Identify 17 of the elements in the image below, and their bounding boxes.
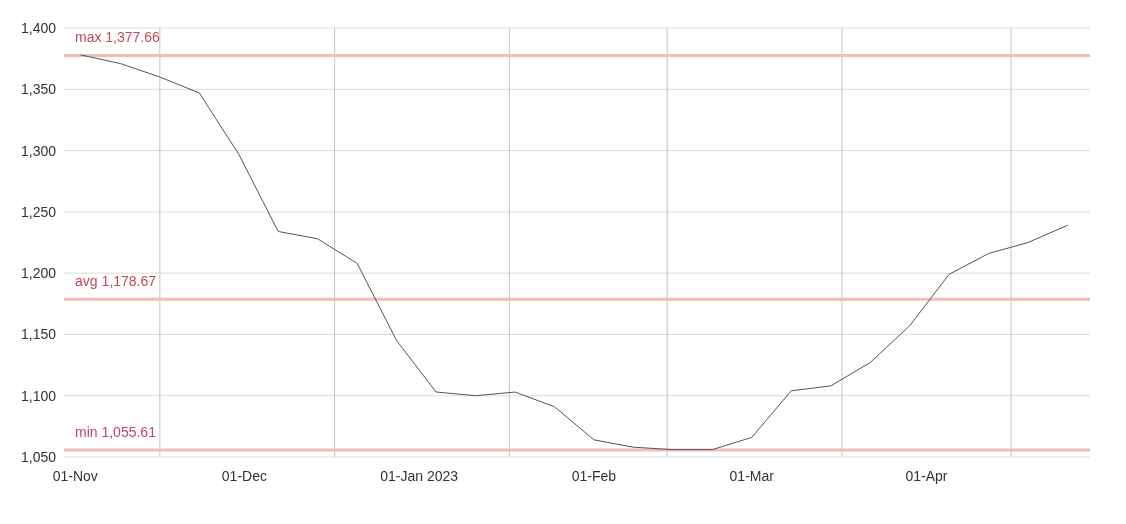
x-tick-label: 01-Nov <box>52 467 98 484</box>
y-tick-label: 1,050 <box>20 448 57 465</box>
y-tick-label: 1,150 <box>20 326 57 343</box>
x-tick-label: 01-Jan 2023 <box>380 467 459 484</box>
x-tick-label: 01-Mar <box>729 467 775 484</box>
ref-line-label: max 1,377.66 <box>75 29 161 46</box>
x-tick-label: 01-Dec <box>221 467 267 484</box>
y-tick-label: 1,300 <box>20 142 57 159</box>
y-tick-label: 1,200 <box>20 265 57 282</box>
x-tick-label: 01-Feb <box>571 467 617 484</box>
y-tick-label: 1,100 <box>20 387 57 404</box>
x-tick-label: 01-Apr <box>905 467 948 484</box>
y-tick-label: 1,350 <box>20 81 57 98</box>
ref-line-label: min 1,055.61 <box>75 424 157 441</box>
y-tick-label: 1,400 <box>20 19 57 36</box>
y-tick-label: 1,250 <box>20 203 57 220</box>
ref-line-label: avg 1,178.67 <box>75 273 157 290</box>
